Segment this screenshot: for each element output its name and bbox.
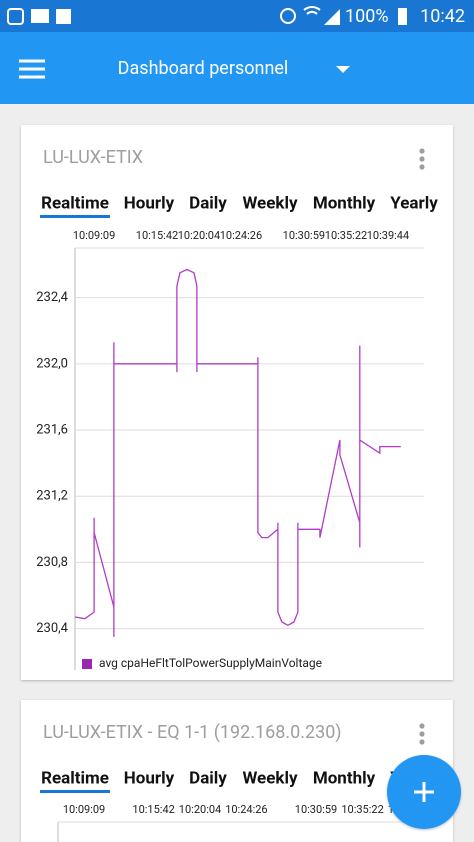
tab[interactable]: Daily xyxy=(189,193,227,213)
tab[interactable]: Hourly xyxy=(124,193,175,213)
battery-text: 100% xyxy=(345,6,389,27)
tab[interactable]: Realtime xyxy=(41,768,109,788)
tab[interactable]: Hourly xyxy=(124,768,175,788)
series-line xyxy=(74,268,401,637)
y-tick-label: 232,0 xyxy=(36,356,68,371)
overflow-dot xyxy=(419,723,425,729)
x-tick-label: 10:35:22 xyxy=(325,229,367,242)
alarm-icon xyxy=(280,8,296,24)
app-title[interactable]: Dashboard personnel xyxy=(118,58,289,79)
x-tick-label: 10:20:04 xyxy=(178,229,220,242)
overflow-dot xyxy=(419,156,425,162)
x-tick-label: 10:15:42 xyxy=(132,803,174,816)
tab[interactable]: Daily xyxy=(189,768,227,788)
dropdown-arrow[interactable] xyxy=(336,66,350,73)
clock: 10:42 xyxy=(420,6,465,27)
battery-icon xyxy=(398,8,407,25)
x-tick-label: 10:30:59 xyxy=(283,229,325,242)
card-title: LU-LUX-ETIX xyxy=(43,147,143,168)
y-tick-label: 231,2 xyxy=(36,489,68,504)
tab[interactable]: Weekly xyxy=(242,193,298,213)
tab[interactable]: Weekly xyxy=(242,768,298,788)
overflow-dot xyxy=(419,731,425,737)
wifi-icon xyxy=(303,6,321,15)
y-tick-label: 232,4 xyxy=(36,290,68,305)
x-tick-label: 10:24:26 xyxy=(220,229,262,242)
card-title: LU-LUX-ETIX - EQ 1-1 (192.168.0.230) xyxy=(43,722,342,743)
status-bar xyxy=(0,0,474,32)
x-tick-label: 10:24:26 xyxy=(225,803,267,816)
x-tick-label: 10:35:22 xyxy=(341,803,383,816)
menu-icon xyxy=(19,59,45,79)
tab[interactable]: Monthly xyxy=(313,768,376,788)
legend-label: avg cpaHeFltTolPowerSupplyMainVoltage xyxy=(99,656,322,670)
status-icon xyxy=(7,8,24,25)
overflow-dot xyxy=(419,148,425,154)
overflow-dot xyxy=(419,164,425,170)
y-tick-label: 231,6 xyxy=(36,422,68,437)
signal-icon xyxy=(324,9,340,25)
y-tick-label: 230,4 xyxy=(36,621,68,636)
legend-swatch xyxy=(82,659,92,669)
plus-icon xyxy=(414,782,434,802)
tab[interactable]: Yearly xyxy=(390,193,438,213)
x-tick-label: 10:15:42 xyxy=(136,229,178,242)
app-bar xyxy=(0,32,474,104)
x-tick-label: 10:09:09 xyxy=(63,803,105,816)
x-tick-label: 10:30:59 xyxy=(295,803,337,816)
tab[interactable]: Realtime xyxy=(41,193,109,213)
add-button[interactable] xyxy=(387,755,461,829)
tab-indicator xyxy=(40,215,110,218)
y-tick-label: 230,8 xyxy=(36,555,68,570)
status-icon xyxy=(31,9,49,23)
tab-indicator xyxy=(40,790,110,793)
tab[interactable]: Monthly xyxy=(313,193,376,213)
x-tick-label: 10:20:04 xyxy=(179,803,221,816)
menu-button[interactable] xyxy=(19,59,45,79)
x-tick-label: 10:39:44 xyxy=(367,229,409,242)
status-icon xyxy=(56,9,71,24)
overflow-dot xyxy=(419,739,425,745)
x-tick-label: 10:09:09 xyxy=(73,229,115,242)
card xyxy=(21,700,453,842)
